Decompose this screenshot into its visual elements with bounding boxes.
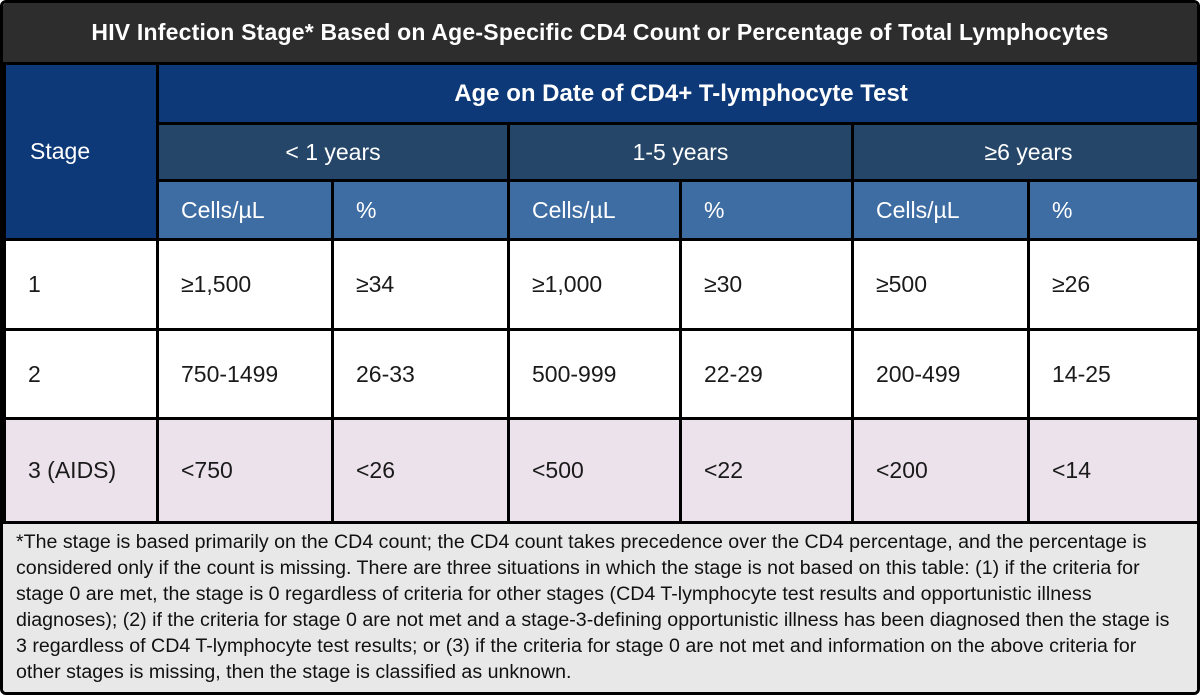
value-cell: <500	[507, 417, 682, 524]
header-row-age: Stage Age on Date of CD4+ T-lymphocyte T…	[3, 62, 1197, 241]
value-cell: <750	[156, 417, 334, 524]
stage-cell: 3 (AIDS)	[3, 417, 159, 524]
age-on-date-header: Age on Date of CD4+ T-lymphocyte Test	[155, 62, 1197, 125]
value-cell: ≥500	[851, 238, 1030, 331]
value-cell: ≥26	[1026, 238, 1197, 331]
table-row-stage-3-aids: 3 (AIDS) <750 <26 <500 <22 <200 <14	[3, 417, 1197, 524]
percent-header: %	[1026, 179, 1197, 241]
value-cell: 500-999	[507, 328, 682, 420]
value-cell: <22	[679, 417, 854, 524]
cells-per-ul-header: Cells/µL	[507, 179, 682, 241]
value-cell: ≥1,000	[507, 238, 682, 331]
cells-per-ul-header: Cells/µL	[851, 179, 1030, 241]
footnote: *The stage is based primarily on the CD4…	[3, 524, 1197, 692]
stage-column-header: Stage	[3, 62, 159, 241]
age-group-6-plus-header: ≥6 years	[850, 122, 1197, 182]
value-cell: <26	[331, 417, 510, 524]
value-cell: <200	[851, 417, 1030, 524]
stage-cell: 1	[3, 238, 159, 331]
value-cell: ≥30	[679, 238, 854, 331]
value-cell: 200-499	[851, 328, 1030, 420]
cd4-stage-table: Stage Age on Date of CD4+ T-lymphocyte T…	[3, 62, 1197, 524]
page-title: HIV Infection Stage* Based on Age-Specif…	[91, 19, 1109, 45]
age-group-1-5-header: 1-5 years	[507, 122, 854, 182]
percent-header: %	[331, 179, 510, 241]
value-cell: <14	[1026, 417, 1197, 524]
cells-per-ul-header: Cells/µL	[156, 179, 334, 241]
header-row-measures: Cells/µL % Cells/µL % Cells/µL %	[5, 179, 1197, 241]
value-cell: ≥34	[331, 238, 510, 331]
percent-header: %	[679, 179, 854, 241]
value-cell: ≥1,500	[156, 238, 334, 331]
header-row-age-groups: < 1 years 1-5 years ≥6 years	[5, 122, 1197, 182]
value-cell: 26-33	[331, 328, 510, 420]
table-row-stage-2: 2 750-1499 26-33 500-999 22-29 200-499 1…	[3, 328, 1197, 420]
value-cell: 14-25	[1026, 328, 1197, 420]
title-bar: HIV Infection Stage* Based on Age-Specif…	[3, 3, 1197, 62]
stage-cell: 2	[3, 328, 159, 420]
age-group-under-1-header: < 1 years	[156, 122, 510, 182]
table-row-stage-1: 1 ≥1,500 ≥34 ≥1,000 ≥30 ≥500 ≥26	[3, 238, 1197, 331]
value-cell: 750-1499	[156, 328, 334, 420]
value-cell: 22-29	[679, 328, 854, 420]
